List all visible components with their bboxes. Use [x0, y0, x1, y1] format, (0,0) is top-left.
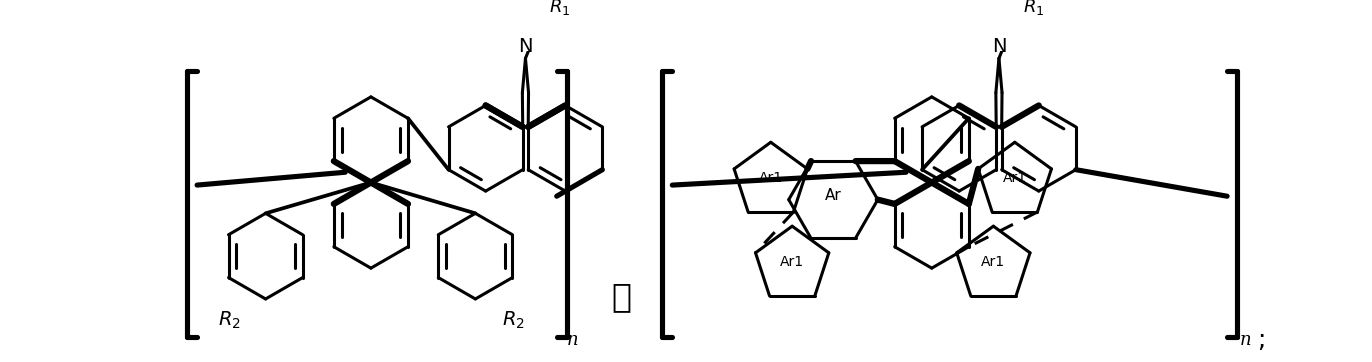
Text: Ar1: Ar1 [981, 255, 1006, 269]
Text: 或: 或 [611, 280, 631, 313]
Text: $R_2$: $R_2$ [218, 310, 241, 331]
Text: ;: ; [1257, 328, 1265, 352]
Text: N: N [519, 37, 532, 56]
Text: Ar1: Ar1 [1003, 171, 1026, 185]
Text: $R_2$: $R_2$ [502, 310, 525, 331]
Text: Ar: Ar [825, 188, 841, 203]
Text: $R_1$: $R_1$ [1024, 0, 1044, 17]
Text: Ar1: Ar1 [759, 171, 783, 185]
Text: Ar1: Ar1 [781, 255, 804, 269]
Text: N: N [992, 37, 1006, 56]
Text: $R_1$: $R_1$ [549, 0, 571, 17]
Text: n: n [1240, 331, 1251, 349]
Text: n: n [567, 331, 579, 349]
